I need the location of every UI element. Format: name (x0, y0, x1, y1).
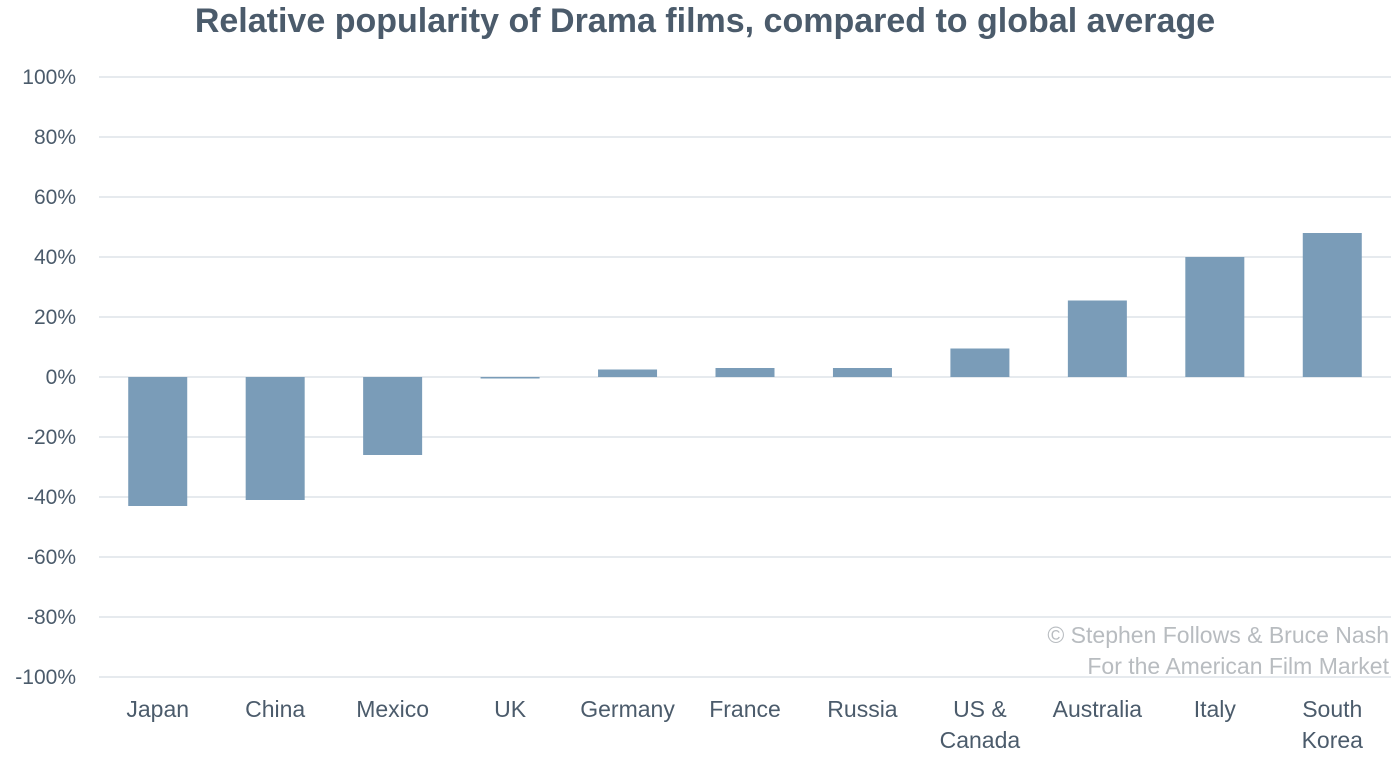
bar-uk (480, 377, 540, 379)
y-tick-label: 40% (34, 246, 76, 269)
y-tick-label: -20% (27, 426, 76, 449)
bar-australia (1067, 300, 1127, 377)
y-tick-label: 80% (34, 126, 76, 149)
x-category-label: Italy (1194, 696, 1237, 722)
x-category-label: Japan (126, 696, 189, 722)
x-category-label: South Korea (1302, 696, 1364, 753)
bar-germany (598, 369, 658, 377)
bar-france (715, 368, 775, 377)
y-tick-label: -80% (27, 606, 76, 629)
x-category-label: Australia (1053, 696, 1143, 722)
bar-russia (832, 368, 892, 377)
gridlines (99, 76, 1391, 678)
x-category-label: Mexico (356, 696, 429, 722)
x-category-label: UK (494, 696, 527, 722)
x-category-label: Russia (827, 696, 898, 722)
x-category-label: France (709, 696, 781, 722)
bar-us-canada (950, 348, 1010, 377)
bar-italy (1185, 257, 1245, 377)
y-tick-label: 60% (34, 186, 76, 209)
y-tick-label: -40% (27, 486, 76, 509)
x-category-label: US & Canada (940, 696, 1021, 753)
y-tick-label: -60% (27, 546, 76, 569)
y-axis-tick-labels: 100% 80% 60% 40% 20% 0% -20% -40% -60% -80% -100% (15, 66, 76, 689)
y-tick-label: -100% (15, 666, 76, 689)
y-tick-label: 0% (46, 366, 76, 389)
credit-line: © Stephen Follows & Bruce Nash (1047, 622, 1389, 648)
x-category-label: China (245, 696, 305, 722)
y-tick-label: 20% (34, 306, 76, 329)
bar-china (245, 377, 305, 500)
credit-line: For the American Film Market (1087, 653, 1389, 679)
credit-watermark: © Stephen Follows & Bruce Nash For the Am… (1047, 622, 1389, 679)
bars (128, 233, 1362, 506)
bar-japan (128, 377, 188, 506)
x-axis-category-labels: Japan China Mexico UK Germany France Russia US … (126, 696, 1363, 753)
chart-title: Relative popularity of Drama films, comp… (194, 2, 1216, 40)
x-category-label: Germany (580, 696, 675, 722)
bar-south-korea (1302, 233, 1362, 377)
y-tick-label: 100% (22, 66, 76, 89)
bar-mexico (363, 377, 423, 455)
